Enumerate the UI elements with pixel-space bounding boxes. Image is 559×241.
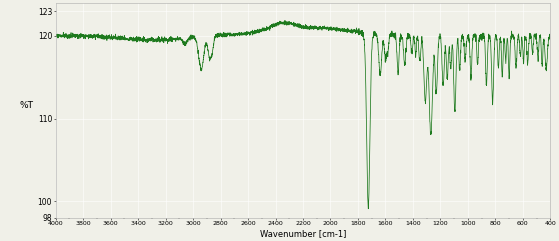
X-axis label: Wavenumber [cm-1]: Wavenumber [cm-1] [260, 229, 346, 238]
Y-axis label: %T: %T [20, 101, 34, 110]
